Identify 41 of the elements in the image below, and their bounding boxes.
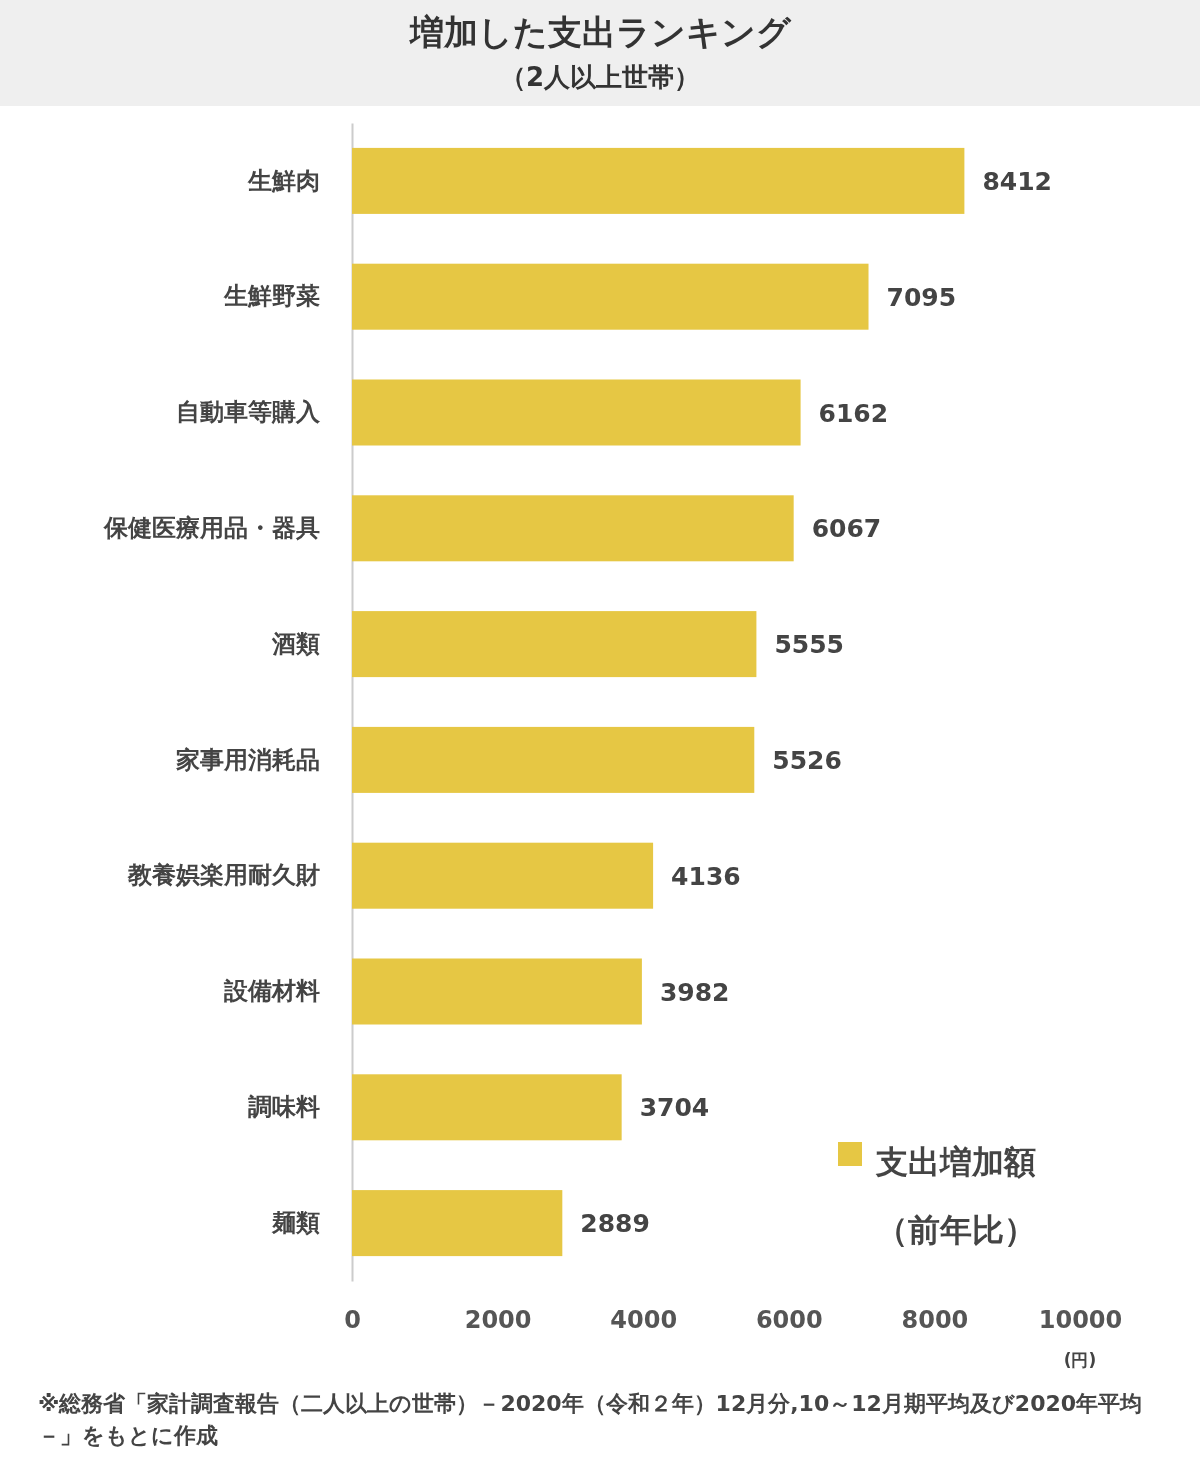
y-tick-label: 調味料 bbox=[248, 1092, 320, 1121]
x-tick-label: 4000 bbox=[610, 1306, 678, 1334]
data-label: 6067 bbox=[811, 514, 882, 544]
bar bbox=[352, 611, 757, 678]
y-tick-label: 教養娯楽用耐久財 bbox=[127, 861, 320, 890]
bar bbox=[352, 1190, 563, 1257]
bar bbox=[352, 495, 794, 562]
chart-title: 増加した支出ランキング bbox=[408, 11, 793, 54]
x-tick-label: 8000 bbox=[901, 1306, 969, 1334]
y-tick-label: 生鮮肉 bbox=[247, 166, 320, 195]
y-tick-label: 麺類 bbox=[271, 1208, 320, 1237]
y-tick-label: 家事用消耗品 bbox=[175, 745, 320, 774]
x-tick-label: 0 bbox=[344, 1306, 361, 1334]
bar bbox=[352, 379, 801, 446]
text: ※総務省「家計調査報告（二人以上の世帯）－2020年（令和２年）12月分,10～12月期平均及び2020年平均－」をもとに作成 bbox=[38, 1390, 1144, 1450]
data-label: 7095 bbox=[886, 282, 957, 312]
y-tick-label: 生鮮野菜 bbox=[223, 282, 320, 311]
x-tick-label: 6000 bbox=[755, 1306, 823, 1334]
x-tick-label: 10000 bbox=[1038, 1306, 1123, 1334]
x-tick-label: 2000 bbox=[464, 1306, 532, 1334]
bar bbox=[352, 147, 965, 214]
x-axis-title: (円) bbox=[1063, 1350, 1097, 1370]
y-tick-label: 保健医療用品・器具 bbox=[103, 513, 320, 542]
data-label: 6162 bbox=[818, 398, 889, 428]
bar bbox=[352, 842, 654, 909]
chart-subtitle: （2人以上世帯） bbox=[498, 61, 702, 94]
data-label: 8412 bbox=[982, 166, 1052, 196]
legend-label: 支出増加額（前年比） bbox=[876, 1142, 1037, 1251]
y-tick-label: 酒類 bbox=[271, 629, 320, 658]
bar bbox=[352, 1074, 622, 1141]
data-label: 3704 bbox=[639, 1093, 710, 1123]
data-label: 5526 bbox=[772, 745, 842, 775]
data-label: 4136 bbox=[671, 861, 741, 891]
y-tick-label: 設備材料 bbox=[223, 977, 320, 1006]
y-tick-label: 自動車等購入 bbox=[176, 398, 321, 427]
bar bbox=[352, 726, 755, 793]
data-label: 5555 bbox=[774, 630, 844, 660]
data-label: 3982 bbox=[659, 977, 730, 1007]
bar bbox=[352, 958, 642, 1025]
bar bbox=[352, 263, 869, 330]
data-label: 2889 bbox=[580, 1209, 650, 1239]
